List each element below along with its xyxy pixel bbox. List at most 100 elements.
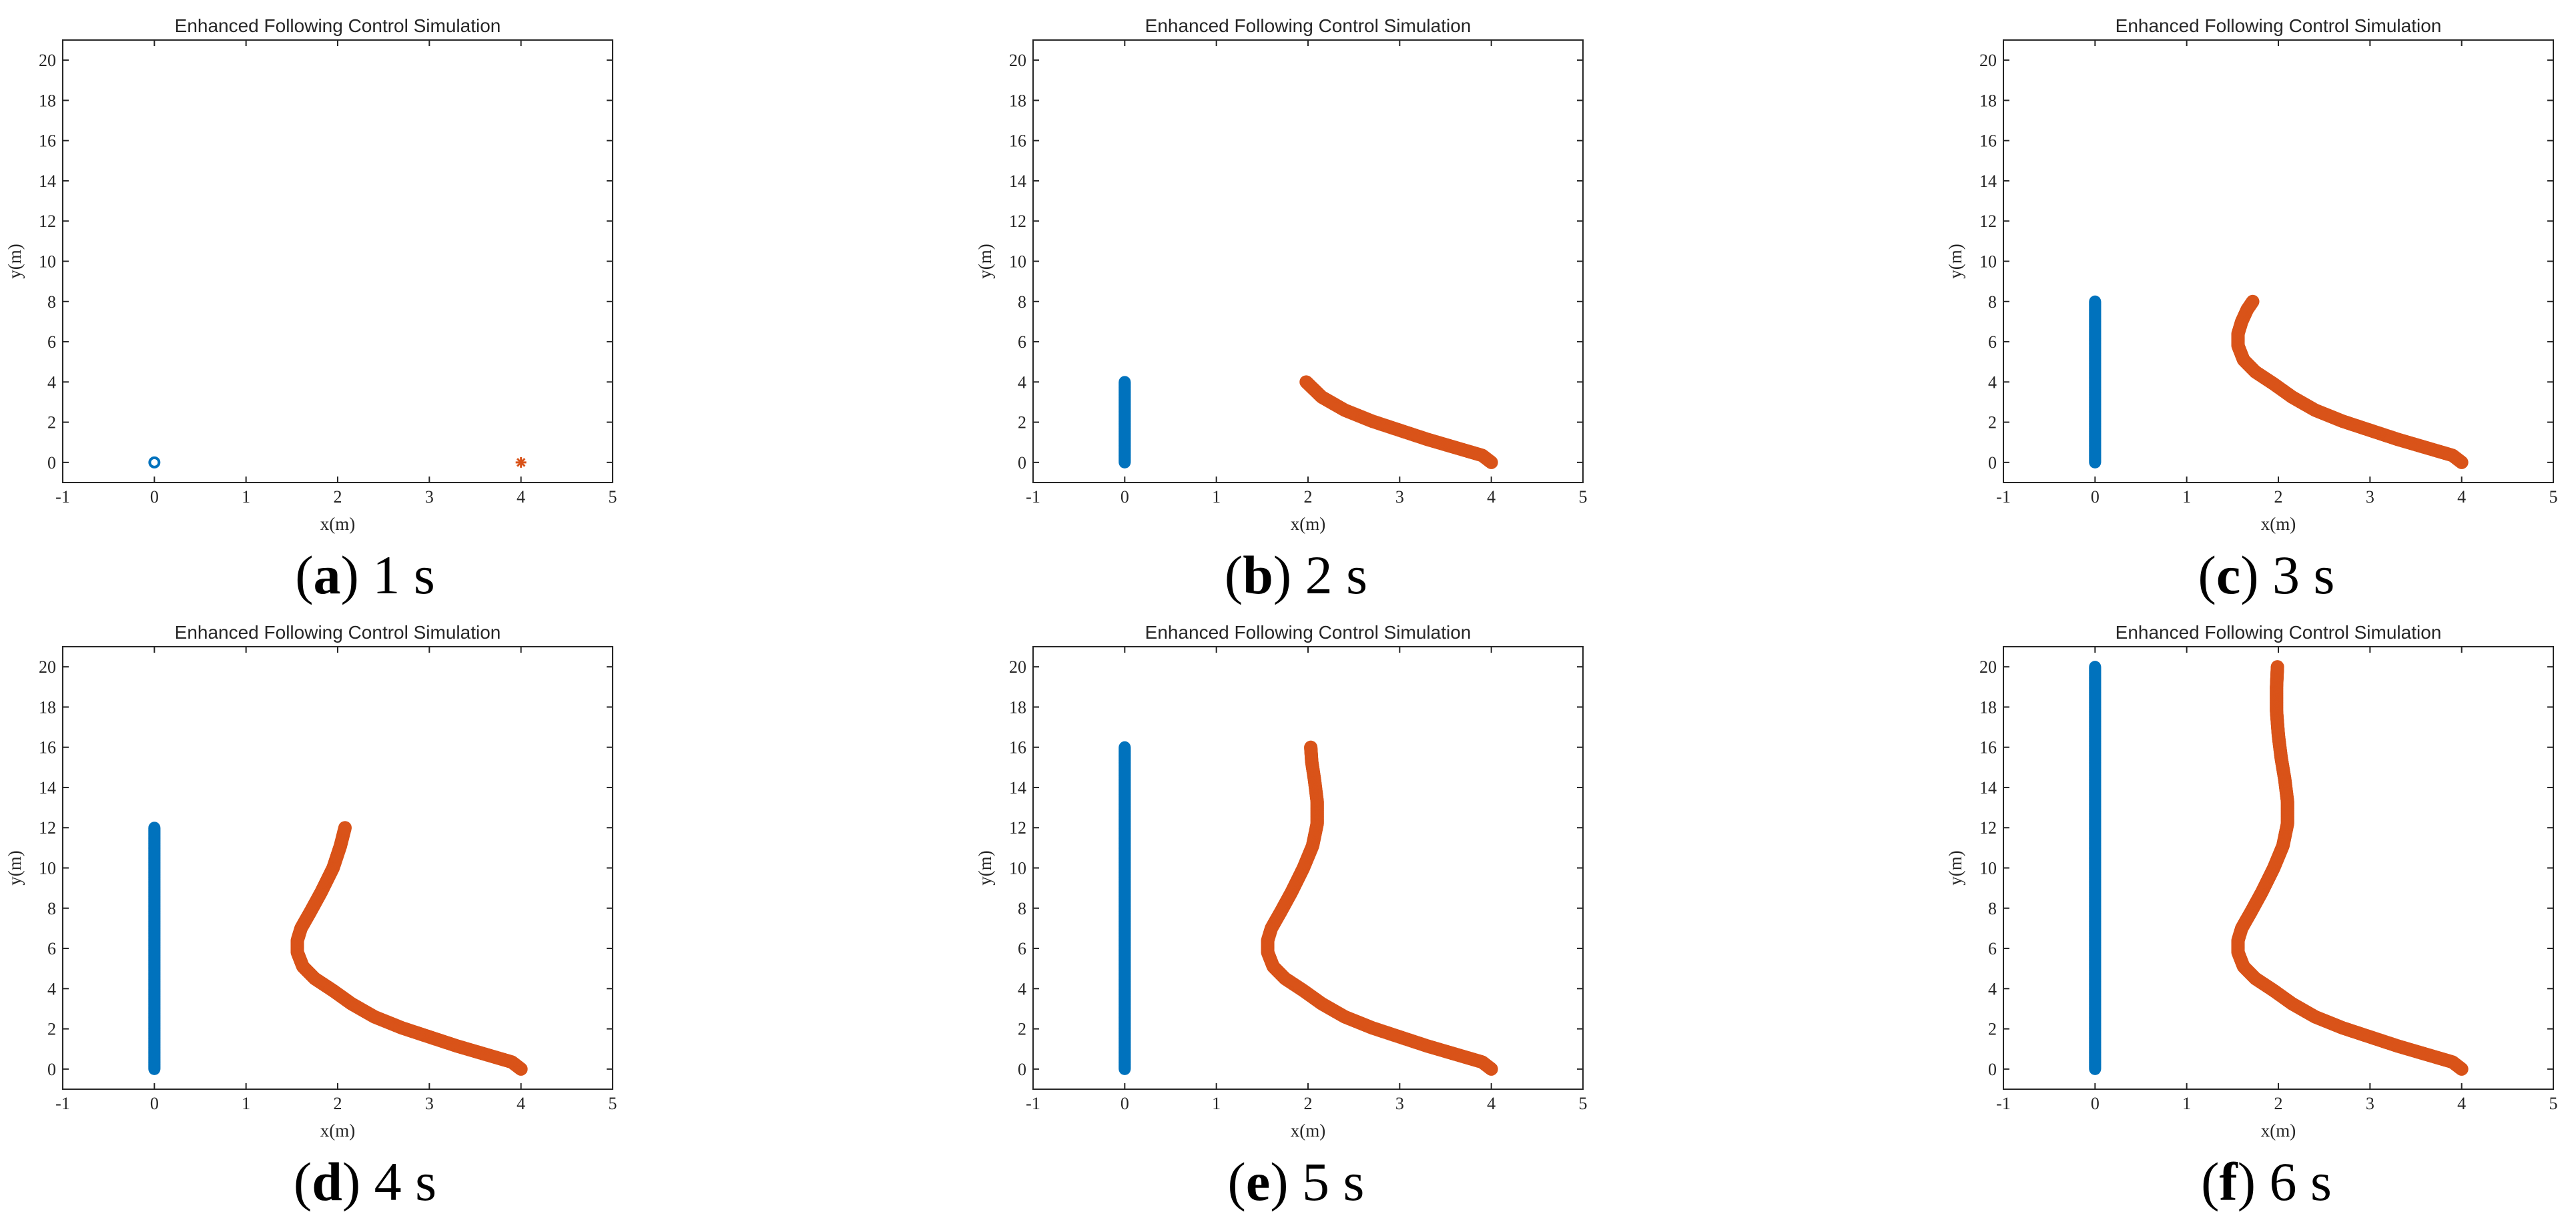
x-tick-label: -1 — [1996, 487, 2011, 507]
y-tick-label: 12 — [39, 818, 56, 838]
x-tick-label: 2 — [2274, 1094, 2283, 1113]
y-tick-label: 14 — [1979, 778, 1997, 798]
leader-trajectory — [148, 822, 161, 1075]
x-axis-label: x(m) — [1291, 514, 1325, 534]
y-axis-label: y(m) — [1945, 244, 1965, 278]
y-tick-label: 16 — [1009, 131, 1026, 151]
x-tick-label: 1 — [1212, 487, 1221, 507]
chart-panel-e: Enhanced Following Control Simulation-1 0… — [975, 622, 1588, 1212]
follower-trajectory — [2231, 294, 2469, 469]
panel-caption: (e) 5 s — [1228, 1151, 1365, 1212]
x-axis-label: x(m) — [1291, 1121, 1325, 1141]
follower-trajectory — [1299, 375, 1498, 469]
x-tick-label: 5 — [609, 1094, 617, 1113]
y-tick-label: 16 — [1009, 738, 1026, 757]
chart-panel-f: Enhanced Following Control Simulation -1 0… — [1945, 622, 2558, 1212]
x-tick-label: 0 — [1120, 1094, 1129, 1113]
y-tick-label: 12 — [1009, 818, 1026, 838]
y-tick-label: 8 — [1988, 899, 1997, 918]
chart-panel-d: Enhanced Following Control Simulation -1 0… — [5, 622, 617, 1212]
caption-close-paren: ) — [341, 545, 359, 605]
y-tick-label: 10 — [1979, 252, 1997, 272]
x-tick-label: 3 — [1395, 1094, 1404, 1113]
y-tick-label: 0 — [1988, 1060, 1997, 1079]
y-tick-label: 18 — [1979, 91, 1997, 110]
y-tick-label: 8 — [47, 899, 56, 918]
leader-point — [2089, 661, 2102, 673]
caption-letter: c — [2216, 545, 2240, 605]
x-tick-label: 2 — [1304, 487, 1313, 507]
y-tick-label: 6 — [1018, 332, 1026, 352]
x-tick-label: 0 — [150, 487, 159, 507]
caption-open-paren: ( — [1228, 1151, 1246, 1212]
x-tick-label: 2 — [2274, 487, 2283, 507]
caption-open-paren: ( — [294, 1151, 312, 1212]
x-tick-label: -1 — [1026, 487, 1040, 507]
follower-point — [515, 456, 527, 468]
y-tick-label: 2 — [47, 1020, 56, 1039]
follower-point — [338, 821, 352, 835]
y-tick-label: 16 — [39, 131, 56, 151]
x-tick-label: 2 — [334, 487, 342, 507]
y-axis-label: y(m) — [1945, 850, 1965, 885]
x-tick-label: 4 — [517, 487, 525, 507]
y-tick-label: 12 — [1009, 212, 1026, 231]
follower-point — [2246, 294, 2260, 308]
y-tick-label: 0 — [1018, 1060, 1026, 1079]
x-axis-label: x(m) — [2261, 1121, 2296, 1141]
y-tick-label: 20 — [1979, 51, 1997, 70]
y-tick-label: 12 — [1979, 212, 1997, 231]
y-tick-label: 18 — [1009, 697, 1026, 717]
y-tick-label: 20 — [1009, 657, 1026, 677]
x-tick-label: 5 — [1579, 1094, 1588, 1113]
y-tick-label: 4 — [1018, 372, 1026, 392]
y-tick-label: 0 — [47, 1060, 56, 1079]
x-tick-label: 0 — [2091, 487, 2100, 507]
y-tick-label: 0 — [1988, 453, 1997, 473]
y-axis-label: y(m) — [975, 850, 995, 885]
caption-letter: a — [314, 545, 341, 605]
y-tick-label: 8 — [1988, 292, 1997, 312]
x-tick-label: -1 — [55, 487, 70, 507]
y-tick-label: 20 — [39, 51, 56, 70]
y-tick-label: 8 — [1018, 899, 1026, 918]
x-tick-label: 1 — [2182, 487, 2191, 507]
follower-point — [1304, 740, 1318, 754]
y-axis-label: y(m) — [5, 244, 25, 278]
y-tick-label: 18 — [1979, 697, 1997, 717]
y-tick-label: 2 — [47, 413, 56, 432]
y-tick-label: 16 — [1979, 738, 1997, 757]
y-tick-label: 2 — [1018, 1020, 1026, 1039]
caption-time: 2 s — [1291, 545, 1367, 605]
panel-caption: (b) 2 s — [1225, 545, 1367, 605]
x-tick-label: 3 — [1395, 487, 1404, 507]
y-tick-label: 20 — [1979, 657, 1997, 677]
x-tick-label: 3 — [2366, 487, 2374, 507]
y-tick-label: 6 — [1018, 939, 1026, 958]
y-axis-label: y(m) — [975, 244, 995, 278]
x-tick-label: 3 — [2366, 1094, 2374, 1113]
y-tick-label: 6 — [1988, 332, 1997, 352]
x-tick-label: 4 — [2457, 1094, 2466, 1113]
axes-frame — [1032, 39, 1584, 483]
x-tick-label: 5 — [2549, 1094, 2558, 1113]
axes-frame — [2003, 39, 2554, 483]
y-tick-label: 20 — [39, 657, 56, 677]
leader-trajectory — [2089, 661, 2102, 1075]
follower-point — [2270, 660, 2284, 674]
y-tick-label: 10 — [1979, 859, 1997, 878]
y-tick-label: 0 — [1018, 453, 1026, 473]
caption-time: 1 s — [359, 545, 435, 605]
axes-frame — [62, 39, 613, 483]
caption-time: 4 s — [360, 1151, 436, 1212]
y-tick-label: 0 — [47, 453, 56, 473]
y-tick-label: 18 — [39, 697, 56, 717]
follower-trajectory — [2231, 660, 2469, 1076]
leader-trajectory — [2089, 295, 2102, 469]
caption-time: 3 s — [2259, 545, 2335, 605]
y-tick-label: 4 — [47, 979, 56, 998]
chart-panel-a: Enhanced Following Control Simulation -1 0… — [5, 15, 617, 605]
chart-title: Enhanced Following Control Simulation — [175, 15, 501, 36]
y-tick-label: 12 — [39, 212, 56, 231]
